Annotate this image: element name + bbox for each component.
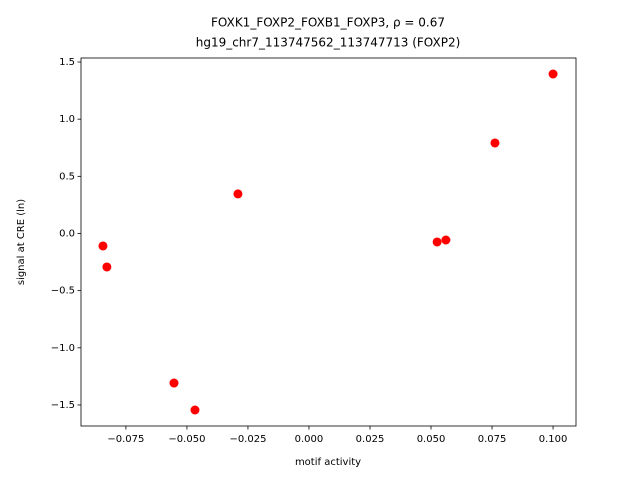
x-tick-label: 0.000 xyxy=(295,434,324,445)
y-tick-label: −0.5 xyxy=(51,286,75,297)
chart-subtitle: hg19_chr7_113747562_113747713 (FOXP2) xyxy=(196,36,461,50)
point xyxy=(190,405,200,415)
point xyxy=(548,69,558,79)
x-tick-label: −0.050 xyxy=(168,434,205,445)
x-tick-label: 0.100 xyxy=(539,434,568,445)
x-axis-label: motif activity xyxy=(295,457,361,468)
chart-title: FOXK1_FOXP2_FOXB1_FOXP3, ρ = 0.67 xyxy=(211,16,445,30)
point xyxy=(432,237,442,247)
x-tick-label: −0.025 xyxy=(229,434,266,445)
point xyxy=(233,189,243,199)
y-tick-label: 1.5 xyxy=(59,57,75,68)
point xyxy=(98,241,108,251)
x-tick-label: 0.025 xyxy=(356,434,385,445)
point xyxy=(169,378,179,388)
point xyxy=(441,235,451,245)
y-axis-label: signal at CRE (ln) xyxy=(16,199,27,285)
y-tick-label: −1.0 xyxy=(51,343,75,354)
y-tick-label: −1.5 xyxy=(51,400,75,411)
plot-frame xyxy=(80,57,577,427)
x-tick-label: 0.075 xyxy=(478,434,507,445)
y-tick-label: 0.0 xyxy=(59,228,75,239)
y-tick-label: 0.5 xyxy=(59,171,75,182)
point xyxy=(490,138,500,148)
point xyxy=(102,262,112,272)
y-tick-label: 1.0 xyxy=(59,114,75,125)
x-tick-label: −0.075 xyxy=(107,434,144,445)
x-tick-label: 0.050 xyxy=(417,434,446,445)
